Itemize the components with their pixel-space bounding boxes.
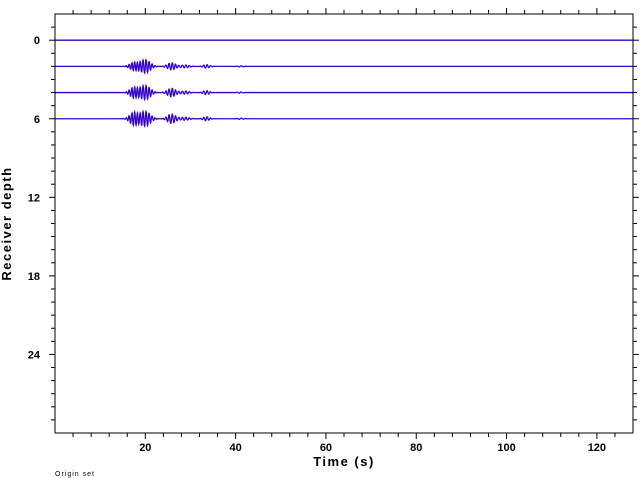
seismic-trace: [55, 109, 633, 128]
y-tick-label: 6: [34, 114, 40, 126]
y-tick-label: 0: [34, 35, 40, 47]
seismic-trace: [55, 83, 633, 102]
y-tick-label: 24: [28, 349, 41, 361]
x-tick-label: 100: [497, 442, 515, 454]
tick-layer: 20 40 60 80 100 120 0 6 12 18 24: [28, 35, 606, 454]
y-tick-label: 12: [28, 192, 40, 204]
minor-tick-layer: [49, 8, 639, 439]
seismic-trace: [55, 58, 633, 75]
x-tick-label: 20: [139, 442, 151, 454]
y-axis-title: Receiver depth: [0, 166, 14, 280]
x-tick-label: 80: [410, 442, 422, 454]
footnote-text: Origin set: [55, 471, 95, 478]
x-axis-title: Time (s): [313, 454, 375, 469]
x-tick-label: 40: [230, 442, 242, 454]
x-tick-label: 60: [320, 442, 332, 454]
trace-layer: [55, 39, 633, 128]
plot-frame: [54, 13, 634, 434]
x-tick-label: 120: [588, 442, 606, 454]
y-tick-label: 18: [28, 271, 40, 283]
